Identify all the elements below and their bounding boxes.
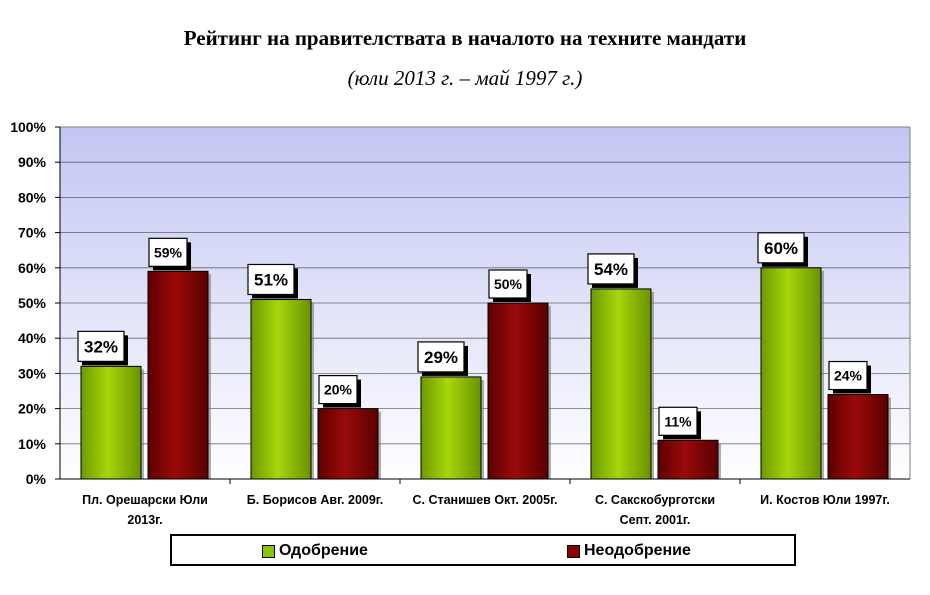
bar-approval xyxy=(420,376,482,480)
axes xyxy=(59,126,911,480)
y-tick-label: 0% xyxy=(26,471,47,487)
data-label-box xyxy=(828,360,868,391)
data-label: 59% xyxy=(154,244,183,260)
x-tick-label: Пл. Орешарски Юли xyxy=(82,493,208,507)
legend-label-approval: Одобрение xyxy=(279,542,368,559)
x-tick-label: С. Сакскобурготски xyxy=(595,493,715,507)
x-tick-label: И. Костов Юли 1997г. xyxy=(760,493,890,507)
legend-swatch-approval xyxy=(262,544,275,558)
data-label: 50% xyxy=(494,276,523,292)
data-label-box xyxy=(417,341,465,373)
legend-swatch-disapproval xyxy=(567,544,580,558)
chart-title: Рейтинг на правителствата в началото на … xyxy=(183,26,747,50)
data-label-box xyxy=(247,263,295,296)
legend-label-disapproval: Неодобрение xyxy=(584,542,691,559)
y-tick-label: 20% xyxy=(18,401,47,417)
data-label-box xyxy=(757,232,805,264)
x-tick-label: Септ. 2001г. xyxy=(620,513,691,527)
x-tick-label: С. Станишев Окт. 2005г. xyxy=(412,493,557,507)
bar-disapproval xyxy=(487,302,549,480)
bars xyxy=(80,267,891,480)
data-label-box xyxy=(658,406,698,436)
data-label-box xyxy=(488,269,528,299)
y-tick-label: 60% xyxy=(18,260,47,276)
bar-approval xyxy=(590,288,652,480)
y-tick-label: 100% xyxy=(10,119,46,135)
y-tick-label: 40% xyxy=(18,330,47,346)
data-label: 11% xyxy=(664,413,692,429)
x-tick-label: Б. Борисов Авг. 2009г. xyxy=(247,493,383,507)
y-tick-label: 90% xyxy=(18,154,47,170)
data-labels: 32% 59% 51% 20% 29% 50% 54% 11% 60% 24% xyxy=(77,232,871,440)
data-label-box xyxy=(148,237,188,267)
y-axis-ticks: 0% 10% 20% 30% 40% 50% 60% 70% 80% 90% 100% xyxy=(10,119,60,487)
y-tick-label: 10% xyxy=(18,436,47,452)
bar-approval xyxy=(250,298,312,480)
data-label: 51% xyxy=(254,270,288,289)
data-label: 20% xyxy=(324,382,353,398)
x-axis-ticks xyxy=(229,479,741,484)
bar-disapproval xyxy=(657,439,719,480)
bar-disapproval xyxy=(147,270,209,480)
bar-disapproval xyxy=(317,408,379,480)
data-label-box xyxy=(587,253,635,285)
bar-approval xyxy=(760,267,822,480)
data-label: 60% xyxy=(764,239,798,258)
data-label: 24% xyxy=(834,368,863,384)
x-axis-labels: Пл. Орешарски Юли 2013г. Б. Борисов Авг. 2… xyxy=(82,493,890,527)
y-tick-label: 80% xyxy=(18,189,47,205)
data-label-box xyxy=(77,330,125,362)
legend-item-approval: Одобрение xyxy=(262,542,368,560)
bar-approval xyxy=(80,365,142,480)
data-label: 32% xyxy=(84,337,118,356)
chart-subtitle: (юли 2013 г. – май 1997 г.) xyxy=(347,66,583,90)
y-tick-label: 50% xyxy=(18,295,47,311)
x-tick-label: 2013г. xyxy=(127,513,162,527)
y-tick-label: 70% xyxy=(18,225,47,241)
data-label: 54% xyxy=(594,260,628,279)
bar-disapproval xyxy=(827,394,889,480)
data-label: 29% xyxy=(424,348,458,367)
legend: Одобрение Неодобрение xyxy=(170,534,796,566)
legend-item-disapproval: Неодобрение xyxy=(567,542,691,560)
y-tick-label: 30% xyxy=(18,365,47,381)
data-label-box xyxy=(318,375,358,405)
